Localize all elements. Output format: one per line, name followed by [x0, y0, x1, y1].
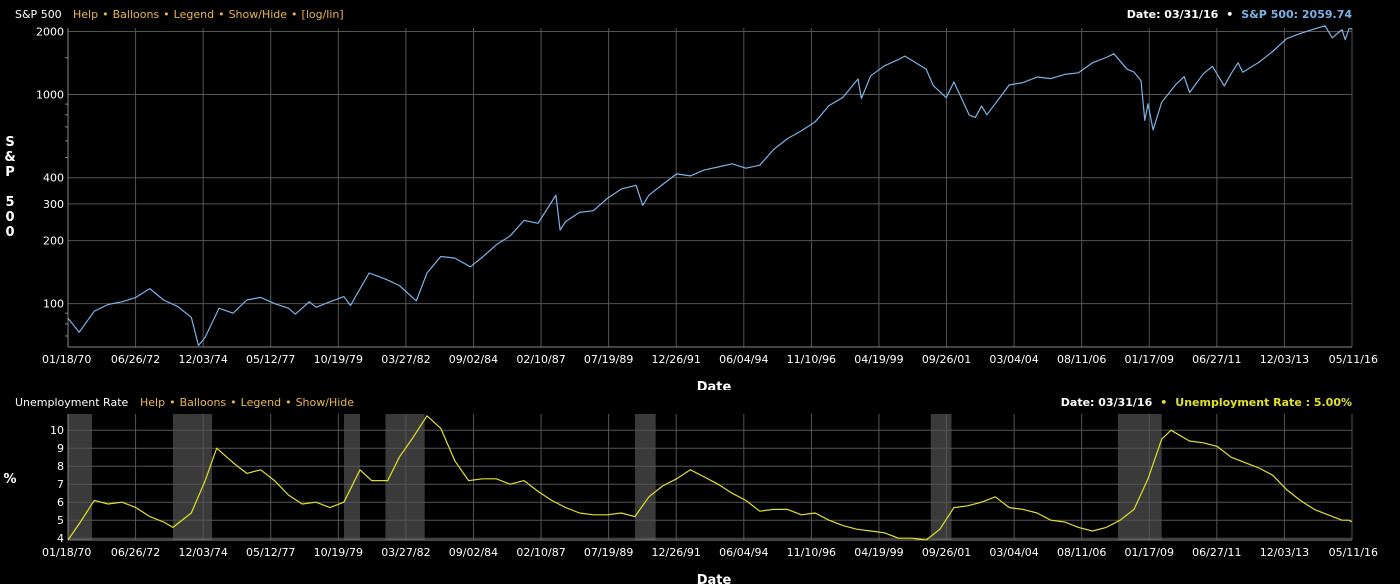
y-tick-label: 4 [57, 532, 64, 545]
x-axis-title: Date [697, 380, 732, 390]
x-tick-label: 09/02/84 [449, 353, 498, 366]
x-tick-label: 09/26/01 [922, 546, 971, 559]
unemployment-legend-link[interactable]: Legend [240, 396, 282, 409]
x-tick-label: 07/19/89 [584, 546, 633, 559]
y-tick-label: 2000 [36, 26, 64, 39]
x-tick-label: 05/12/77 [246, 546, 295, 559]
sp500-panel-title: S&P 500 [15, 8, 62, 21]
sp500-legend-link[interactable]: Legend [173, 8, 215, 21]
x-tick-label: 12/03/13 [1260, 353, 1309, 366]
x-axis-title: Date [697, 573, 732, 584]
y-tick-label: 9 [57, 442, 64, 455]
y-axis-title-char: P [5, 165, 15, 180]
unemployment-show-hide-link[interactable]: Show/Hide [295, 396, 355, 409]
x-tick-label: 05/12/77 [246, 353, 295, 366]
x-tick-label: 11/10/96 [787, 546, 836, 559]
x-tick-label: 12/26/91 [652, 546, 701, 559]
series-line [67, 25, 1353, 347]
unemployment-readout-date: Date: 03/31/16 [1060, 396, 1153, 409]
x-tick-label: 06/26/72 [111, 546, 160, 559]
x-tick-label: 03/27/82 [381, 546, 430, 559]
sp500-readout-date: Date: 03/31/16 [1126, 8, 1219, 21]
x-tick-label: 09/26/01 [922, 353, 971, 366]
y-tick-label: 6 [57, 496, 64, 509]
x-tick-label: 10/19/79 [314, 353, 363, 366]
x-tick-label: 08/11/06 [1057, 546, 1106, 559]
y-tick-label: 400 [43, 172, 64, 185]
x-tick-label: 12/03/74 [178, 546, 227, 559]
series-line [67, 415, 1353, 541]
sp500-log-lin-toggle[interactable]: [log/lin] [301, 8, 344, 21]
recession-band-1 [172, 414, 213, 540]
y-tick-label: 7 [57, 478, 64, 491]
sp500-help-link[interactable]: Help [73, 8, 99, 21]
sp500-show-hide-link[interactable]: Show/Hide [228, 8, 288, 21]
x-tick-label: 03/27/82 [381, 353, 430, 366]
y-tick-label: 200 [43, 235, 64, 248]
x-tick-label: 12/03/74 [178, 353, 227, 366]
x-tick-label: 06/04/94 [719, 353, 768, 366]
x-tick-label: 01/17/09 [1125, 546, 1174, 559]
y-tick-label: 300 [43, 198, 64, 211]
x-tick-label: 01/18/70 [42, 546, 91, 559]
x-tick-label: 06/26/72 [111, 353, 160, 366]
sp500-readout-value: S&P 500: 2059.74 [1241, 8, 1352, 21]
unemployment-balloons-link[interactable]: Balloons [179, 396, 227, 409]
x-tick-label: 05/11/16 [1329, 353, 1378, 366]
x-tick-label: 08/11/06 [1057, 353, 1106, 366]
x-tick-label: 06/27/11 [1192, 353, 1241, 366]
sp500-balloons-link[interactable]: Balloons [112, 8, 160, 21]
y-axis-title-char: S [5, 135, 14, 150]
recession-band-2 [343, 414, 361, 540]
sp500-readout: Date: 03/31/16 • S&P 500: 2059.74 [1126, 8, 1352, 21]
y-tick-label: 100 [43, 298, 64, 311]
x-tick-label: 05/11/16 [1329, 546, 1378, 559]
unemployment-help-link[interactable]: Help [140, 396, 166, 409]
recession-band-0 [68, 414, 92, 540]
x-tick-label: 06/04/94 [719, 546, 768, 559]
x-tick-label: 04/19/99 [854, 353, 903, 366]
unemployment-panel-title: Unemployment Rate [15, 396, 129, 409]
y-tick-label: 1000 [36, 89, 64, 102]
x-tick-label: 03/04/04 [989, 546, 1038, 559]
x-tick-label: 06/27/11 [1192, 546, 1241, 559]
x-tick-label: 11/10/96 [787, 353, 836, 366]
y-axis-title-char: 0 [5, 210, 14, 225]
x-tick-label: 12/26/91 [652, 353, 701, 366]
x-tick-label: 12/03/13 [1260, 546, 1309, 559]
x-tick-label: 02/10/87 [516, 546, 565, 559]
unemployment-readout: Date: 03/31/16 • Unemployment Rate : 5.00% [1060, 396, 1352, 409]
x-tick-label: 09/02/84 [449, 546, 498, 559]
sp500-panel-header: S&P 500 Help • Balloons • Legend • Show/Hide •[… [0, 8, 1400, 26]
x-tick-label: 04/19/99 [854, 546, 903, 559]
recession-band-3 [385, 414, 425, 540]
y-tick-label: 8 [57, 460, 64, 473]
y-axis-title-char: 5 [5, 195, 14, 210]
x-tick-label: 07/19/89 [584, 353, 633, 366]
x-tick-label: 01/17/09 [1125, 353, 1174, 366]
sp500-menu: Help • Balloons • Legend • Show/Hide • [log/lin] [73, 8, 344, 21]
sp500-chart[interactable]: 01/18/70 06/26/72 12/03/74 05/12/77 10/19/79… [0, 0, 1400, 390]
x-tick-label: 03/04/04 [989, 353, 1038, 366]
x-tick-label: 02/10/87 [516, 353, 565, 366]
unemployment-panel-header: Unemployment Rate Help • Balloons • Legend • S… [0, 396, 1400, 414]
y-axis-title-char: & [4, 150, 15, 165]
y-axis-title-char: 0 [5, 225, 14, 240]
recession-band-5 [930, 414, 952, 540]
y-tick-label: 10 [50, 424, 64, 437]
unemployment-menu: Help • Balloons • Legend • Show/Hide [140, 396, 355, 409]
y-tick-label: 5 [57, 514, 64, 527]
recession-band-6 [1117, 414, 1162, 540]
x-tick-label: 10/19/79 [314, 546, 363, 559]
y-axis-title: % [3, 472, 16, 487]
unemployment-readout-value: Unemployment Rate : 5.00% [1175, 396, 1352, 409]
x-tick-label: 01/18/70 [42, 353, 91, 366]
recession-band-4 [634, 414, 656, 540]
